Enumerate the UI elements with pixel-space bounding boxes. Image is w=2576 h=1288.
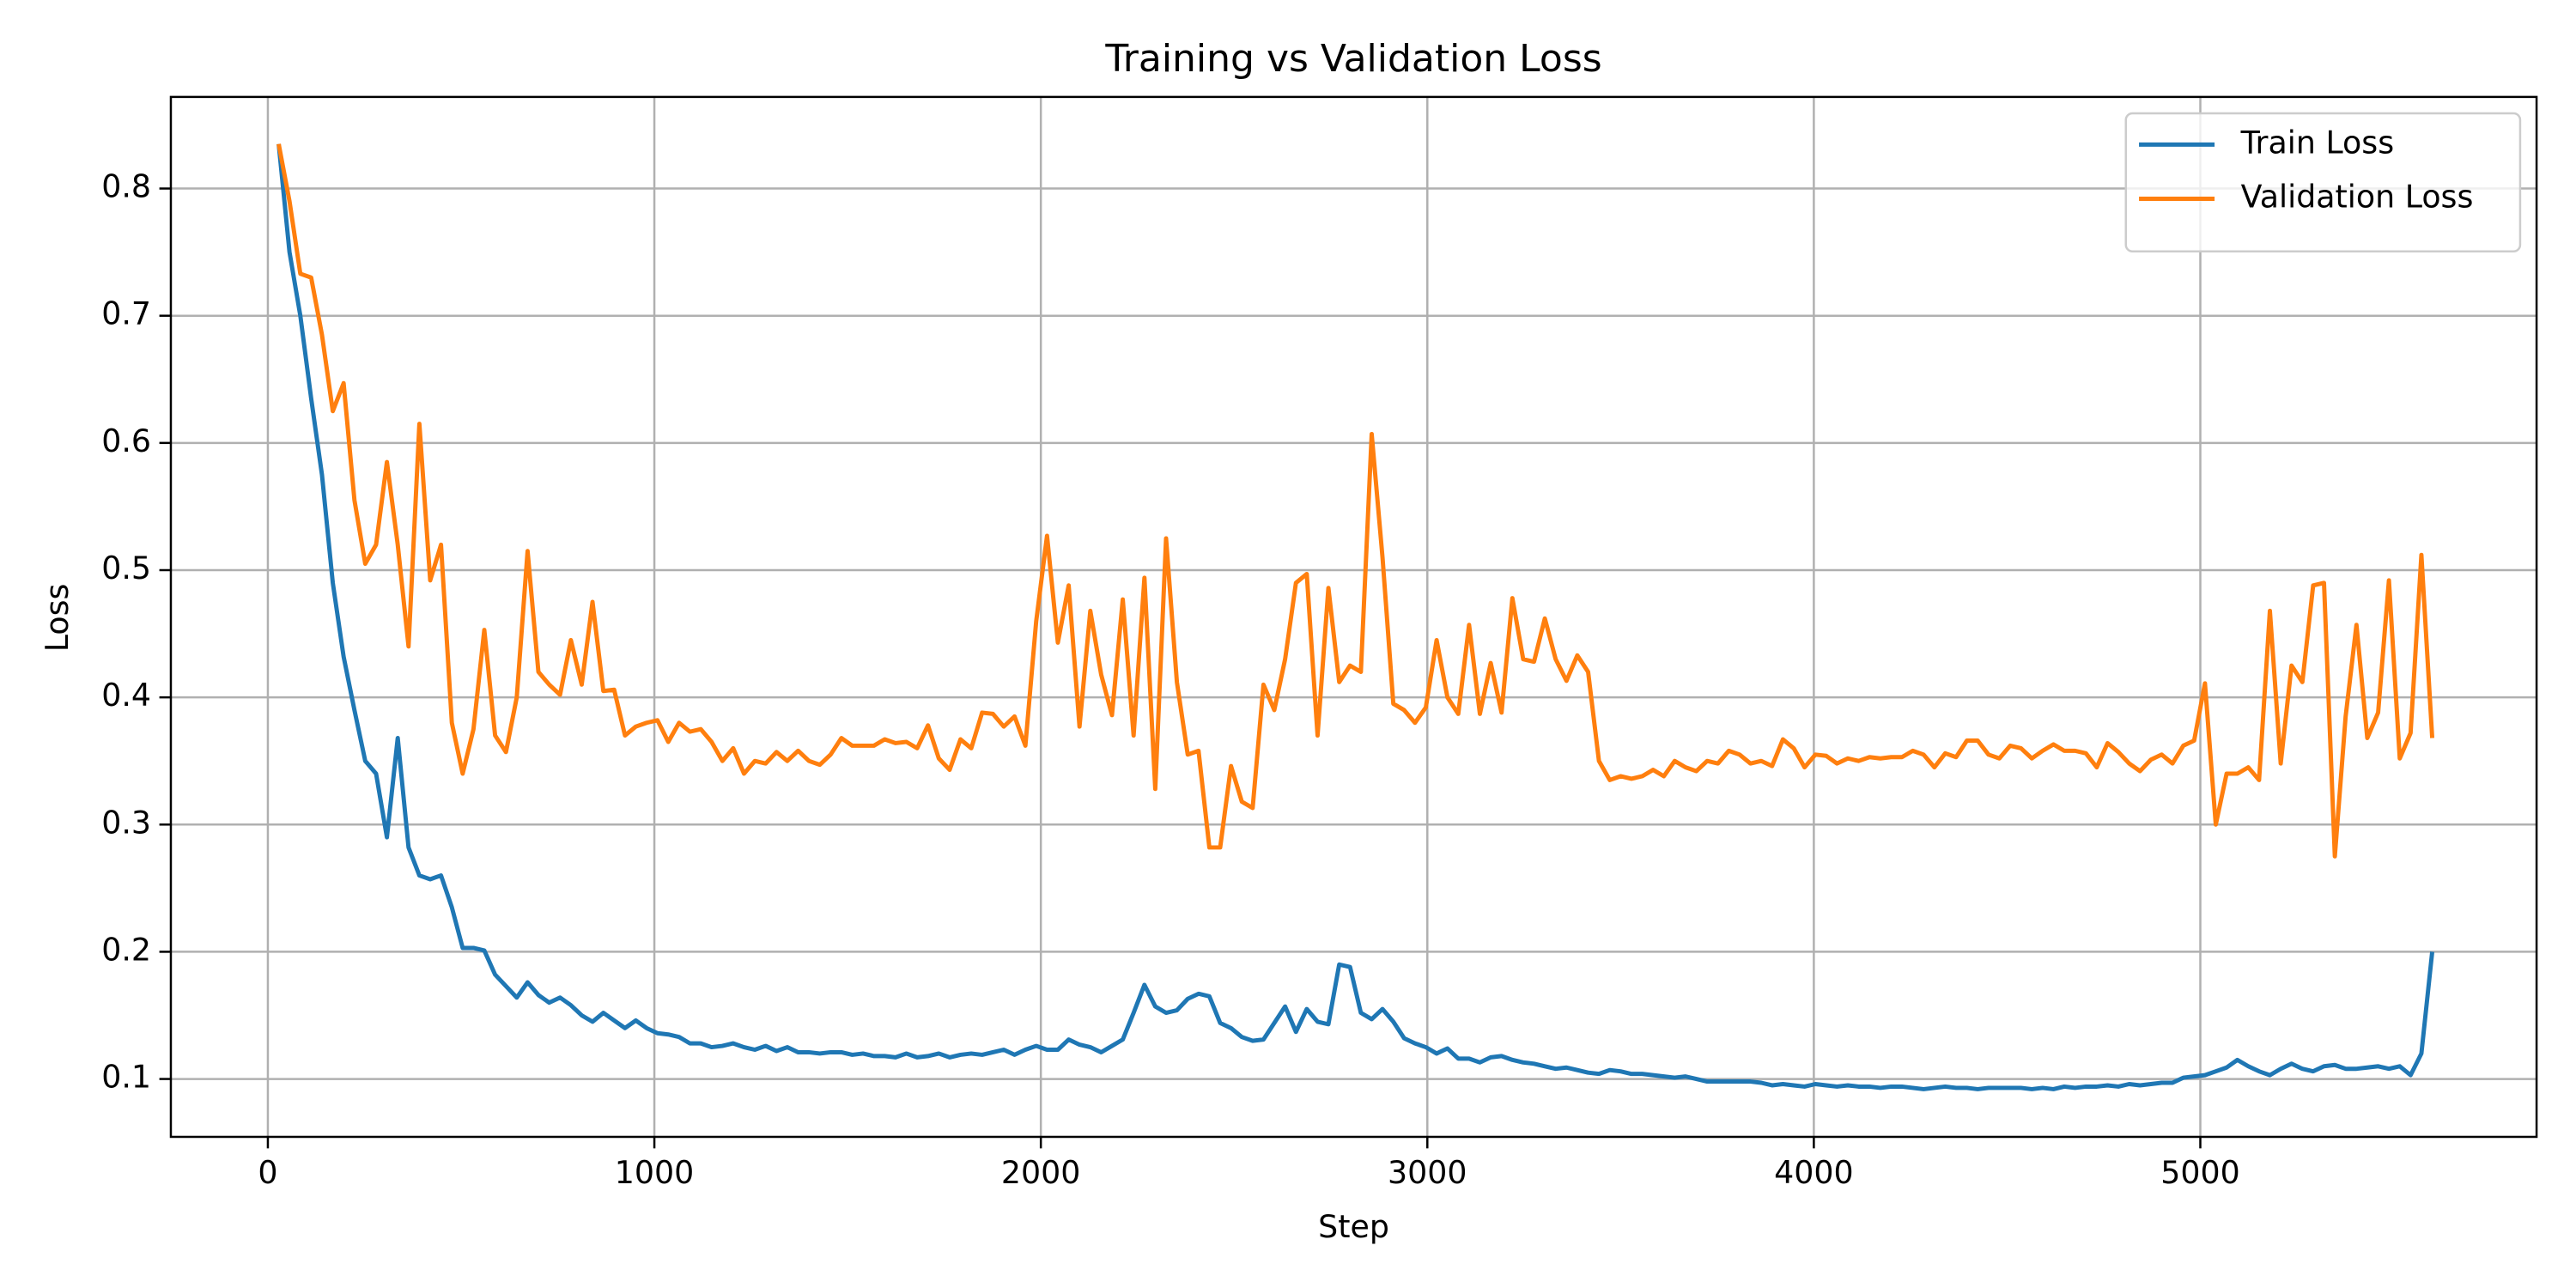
- y-tick-label: 0.5: [101, 550, 151, 586]
- y-tick-label: 0.3: [101, 804, 151, 841]
- y-tick-label: 0.8: [101, 168, 151, 205]
- x-tick-label: 5000: [2160, 1154, 2240, 1191]
- x-tick-label: 2000: [1001, 1154, 1081, 1191]
- legend-label: Train Loss: [2240, 124, 2394, 161]
- y-axis-label: Loss: [39, 584, 76, 653]
- legend-label: Validation Loss: [2241, 179, 2474, 216]
- y-tick-label: 0.1: [101, 1059, 151, 1096]
- x-axis-label: Step: [1318, 1208, 1389, 1245]
- x-tick-label: 4000: [1774, 1154, 1854, 1191]
- legend-box: [2124, 112, 2522, 252]
- y-tick-label: 0.6: [101, 422, 151, 459]
- y-tick-label: 0.2: [101, 931, 151, 968]
- x-tick-label: 1000: [615, 1154, 695, 1191]
- plot-frame: [169, 95, 2538, 1139]
- series-line: [276, 143, 2435, 859]
- y-tick-label: 0.7: [101, 295, 151, 332]
- x-tick-label: 3000: [1388, 1154, 1467, 1191]
- legend: Train Loss Validation Loss: [2124, 112, 2522, 252]
- grid: [170, 96, 2537, 1137]
- plot-data: [276, 143, 2435, 1091]
- x-tick-label: 0: [258, 1154, 277, 1191]
- series-line: [276, 143, 2435, 1091]
- chart-title: Training vs Validation Loss: [1104, 37, 1601, 81]
- y-tick-label: 0.4: [101, 677, 151, 714]
